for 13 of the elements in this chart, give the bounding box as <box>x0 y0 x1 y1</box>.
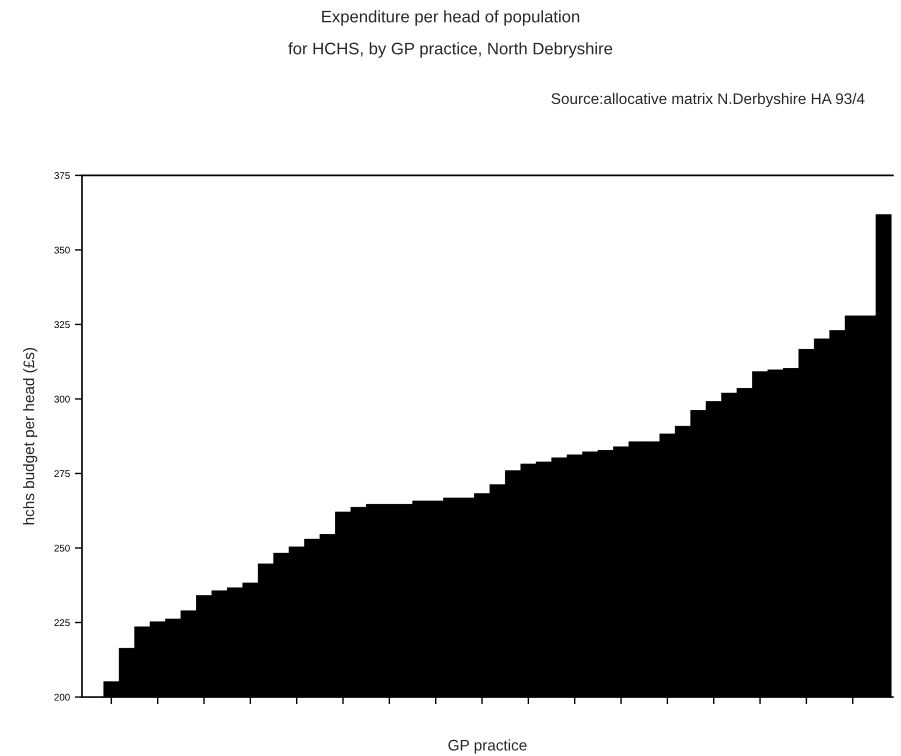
chart-subtitle: for HCHS, by GP practice, North Debryshire <box>288 42 612 58</box>
y-tick-label: 200 <box>54 694 70 701</box>
y-tick-label: 325 <box>54 321 70 328</box>
y-axis-title: hchs budget per head (£s) <box>23 348 38 524</box>
source-note: Source:allocative matrix N.Derbyshire HA 93/4 <box>551 92 865 108</box>
y-tick-label: 250 <box>54 544 70 552</box>
y-tick-label: 275 <box>54 470 70 478</box>
y-tick-label: 375 <box>54 172 70 180</box>
y-tick-label: 350 <box>54 246 70 254</box>
x-axis-title: GP practice <box>448 739 527 754</box>
y-tick-label: 225 <box>54 619 70 626</box>
chart-title: Expenditure per head of population <box>322 10 580 26</box>
y-tick-label: 300 <box>54 396 70 403</box>
